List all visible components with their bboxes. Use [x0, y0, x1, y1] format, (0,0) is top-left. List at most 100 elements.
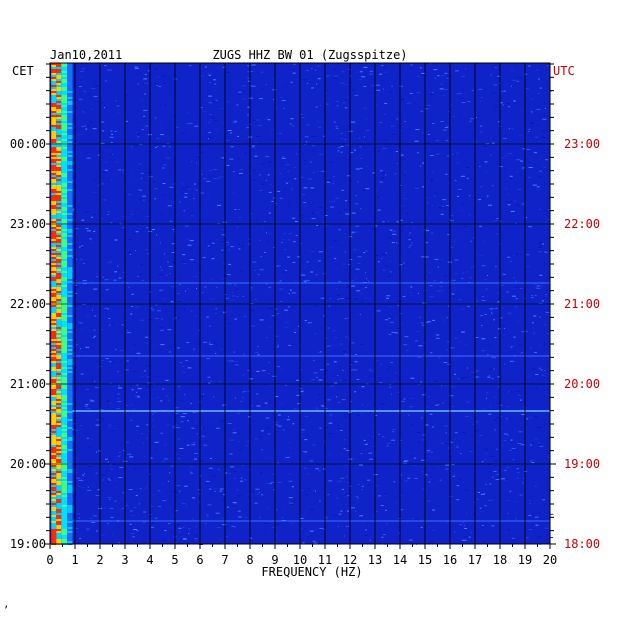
lowfreq-cell [61, 173, 68, 175]
noise-speck [319, 297, 321, 299]
lowfreq-cell [67, 263, 73, 265]
noise-speck [357, 484, 359, 486]
noise-speck [102, 479, 104, 481]
noise-speck [467, 101, 471, 103]
noise-speck [231, 292, 233, 294]
noise-speck [528, 521, 532, 523]
noise-speck [82, 474, 85, 476]
noise-speck [85, 404, 89, 406]
noise-speck [183, 210, 186, 212]
noise-speck [500, 427, 503, 429]
noise-speck [176, 352, 178, 354]
noise-speck [213, 488, 218, 490]
noise-speck [169, 351, 171, 353]
noise-speck [417, 101, 420, 103]
noise-speck [435, 337, 440, 339]
noise-speck [250, 490, 254, 492]
noise-speck [517, 188, 522, 190]
noise-speck [214, 83, 217, 85]
lowfreq-cell [61, 407, 68, 409]
lowfreq-cell [51, 429, 57, 431]
noise-speck [145, 216, 150, 217]
noise-speck [529, 502, 531, 504]
lowfreq-cell [56, 417, 62, 419]
noise-speck [410, 398, 415, 399]
noise-speck [502, 273, 506, 275]
lowfreq-cell [67, 453, 73, 455]
noise-speck [161, 539, 166, 541]
noise-speck [369, 73, 373, 75]
lowfreq-cell [56, 291, 62, 293]
noise-speck [320, 297, 325, 299]
lowfreq-cell [56, 93, 62, 95]
lowfreq-cell [56, 351, 62, 353]
lowfreq-cell [56, 73, 62, 75]
noise-speck [234, 318, 237, 320]
noise-speck [532, 322, 534, 324]
noise-speck [100, 64, 102, 66]
noise-speck [226, 139, 230, 141]
noise-speck [482, 408, 485, 410]
noise-speck [351, 369, 354, 371]
lowfreq-cell [67, 319, 73, 321]
lowfreq-cell [56, 163, 62, 165]
lowfreq-cell [61, 417, 68, 419]
noise-speck [372, 172, 376, 174]
noise-speck [504, 168, 506, 170]
noise-speck [275, 509, 278, 511]
noise-speck [336, 497, 339, 499]
noise-speck [538, 442, 540, 444]
cet-tick-labels: 00:00 23:00 22:00 21:00 20:00 19:00 [10, 137, 46, 551]
lowfreq-cell [56, 221, 62, 223]
noise-speck [503, 220, 505, 222]
noise-speck [166, 157, 171, 159]
noise-speck [456, 329, 458, 331]
noise-speck [268, 373, 271, 375]
noise-speck [135, 395, 140, 397]
noise-speck [399, 230, 403, 232]
lowfreq-cell [67, 535, 73, 537]
noise-speck [162, 145, 166, 147]
lowfreq-cell [67, 399, 73, 401]
noise-speck [300, 242, 302, 244]
noise-speck [284, 384, 287, 386]
noise-speck [273, 489, 275, 491]
noise-speck [119, 466, 124, 468]
lowfreq-cell [51, 69, 57, 71]
noise-speck [184, 193, 188, 194]
lowfreq-cell [67, 333, 73, 335]
lowfreq-cell [51, 459, 57, 461]
noise-speck [144, 74, 147, 76]
lowfreq-cell [67, 501, 73, 503]
lowfreq-cell [51, 417, 57, 419]
lowfreq-cell [51, 359, 57, 361]
lowfreq-cell [61, 533, 68, 535]
noise-speck [301, 490, 305, 491]
lowfreq-cell [51, 407, 57, 409]
lowfreq-cell [67, 199, 73, 201]
lowfreq-cell [61, 287, 68, 289]
noise-speck [247, 369, 251, 371]
lowfreq-cell [51, 449, 57, 451]
lowfreq-cell [51, 295, 57, 297]
noise-speck [102, 199, 107, 201]
lowfreq-cell [56, 345, 62, 347]
noise-speck [366, 166, 368, 167]
noise-speck [85, 316, 90, 318]
noise-speck [229, 158, 234, 160]
lowfreq-cell [56, 491, 62, 493]
lowfreq-cell [56, 423, 62, 425]
lowfreq-cell [51, 419, 57, 421]
noise-speck [537, 141, 541, 142]
noise-speck [468, 536, 471, 538]
lowfreq-cell [56, 297, 62, 299]
lowfreq-cell [61, 201, 68, 203]
lowfreq-cell [67, 113, 73, 115]
noise-speck [135, 306, 140, 308]
lowfreq-cell [61, 247, 68, 249]
noise-speck [153, 188, 158, 190]
lowfreq-cell [61, 429, 68, 431]
noise-speck [98, 125, 100, 127]
noise-speck [395, 204, 397, 206]
lowfreq-cell [67, 121, 73, 123]
